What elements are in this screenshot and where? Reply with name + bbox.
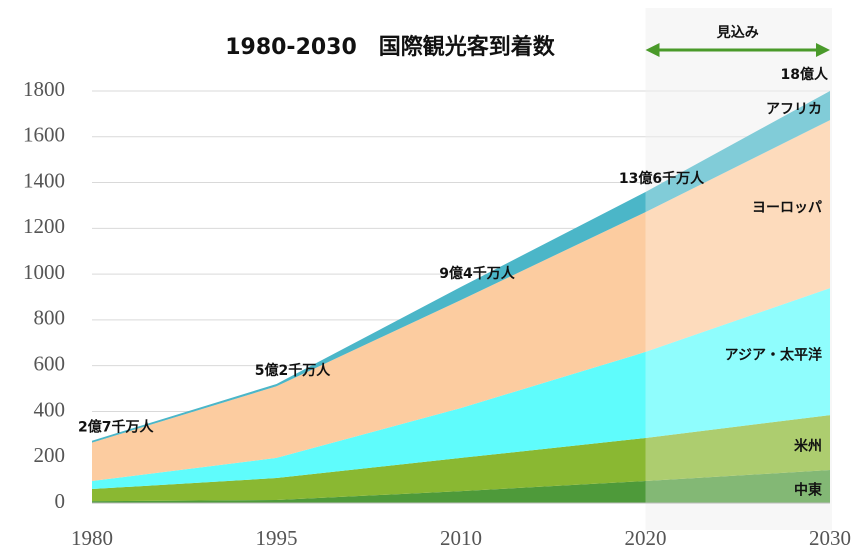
y-tick-label: 1200 (23, 214, 65, 238)
annotation: 18億人 (781, 66, 829, 83)
y-tick-label: 1400 (23, 168, 65, 192)
area (92, 120, 830, 482)
arrow-head (645, 43, 660, 57)
x-tick-label: 1980 (71, 526, 113, 550)
area (92, 415, 830, 502)
y-tick-label: 0 (55, 489, 66, 513)
y-tick-label: 800 (34, 306, 66, 330)
y-tick-label: 1600 (23, 123, 65, 147)
legend-label: 米州 (794, 438, 822, 455)
legend-label: ヨーロッパ (752, 200, 822, 216)
chart-title: 1980-2030 国際観光客到着数 (225, 34, 556, 60)
x-tick-label: 2020 (625, 526, 667, 550)
area (92, 288, 830, 490)
annotation: 2億7千万人 (78, 419, 154, 436)
annotation: 9億4千万人 (439, 265, 515, 282)
arrow-head (816, 43, 830, 57)
annotation: 5億2千万人 (255, 362, 331, 379)
forecast-overlay (645, 8, 832, 530)
annotation: 13億6千万人 (619, 170, 705, 187)
y-tick-label: 200 (34, 443, 66, 467)
x-tick-label: 2010 (440, 526, 482, 550)
y-tick-label: 1800 (23, 77, 65, 101)
legend-label: アフリカ (766, 102, 822, 118)
forecast-label: 見込み (716, 24, 759, 41)
legend-label: アジア・太平洋 (725, 347, 822, 364)
area (92, 470, 830, 503)
x-tick-label: 1995 (256, 526, 298, 550)
y-tick-label: 600 (34, 351, 66, 375)
y-tick-label: 1000 (23, 260, 65, 284)
legend-label: 中東 (794, 482, 822, 499)
x-tick-label: 2030 (809, 526, 851, 550)
y-tick-label: 400 (34, 397, 66, 421)
